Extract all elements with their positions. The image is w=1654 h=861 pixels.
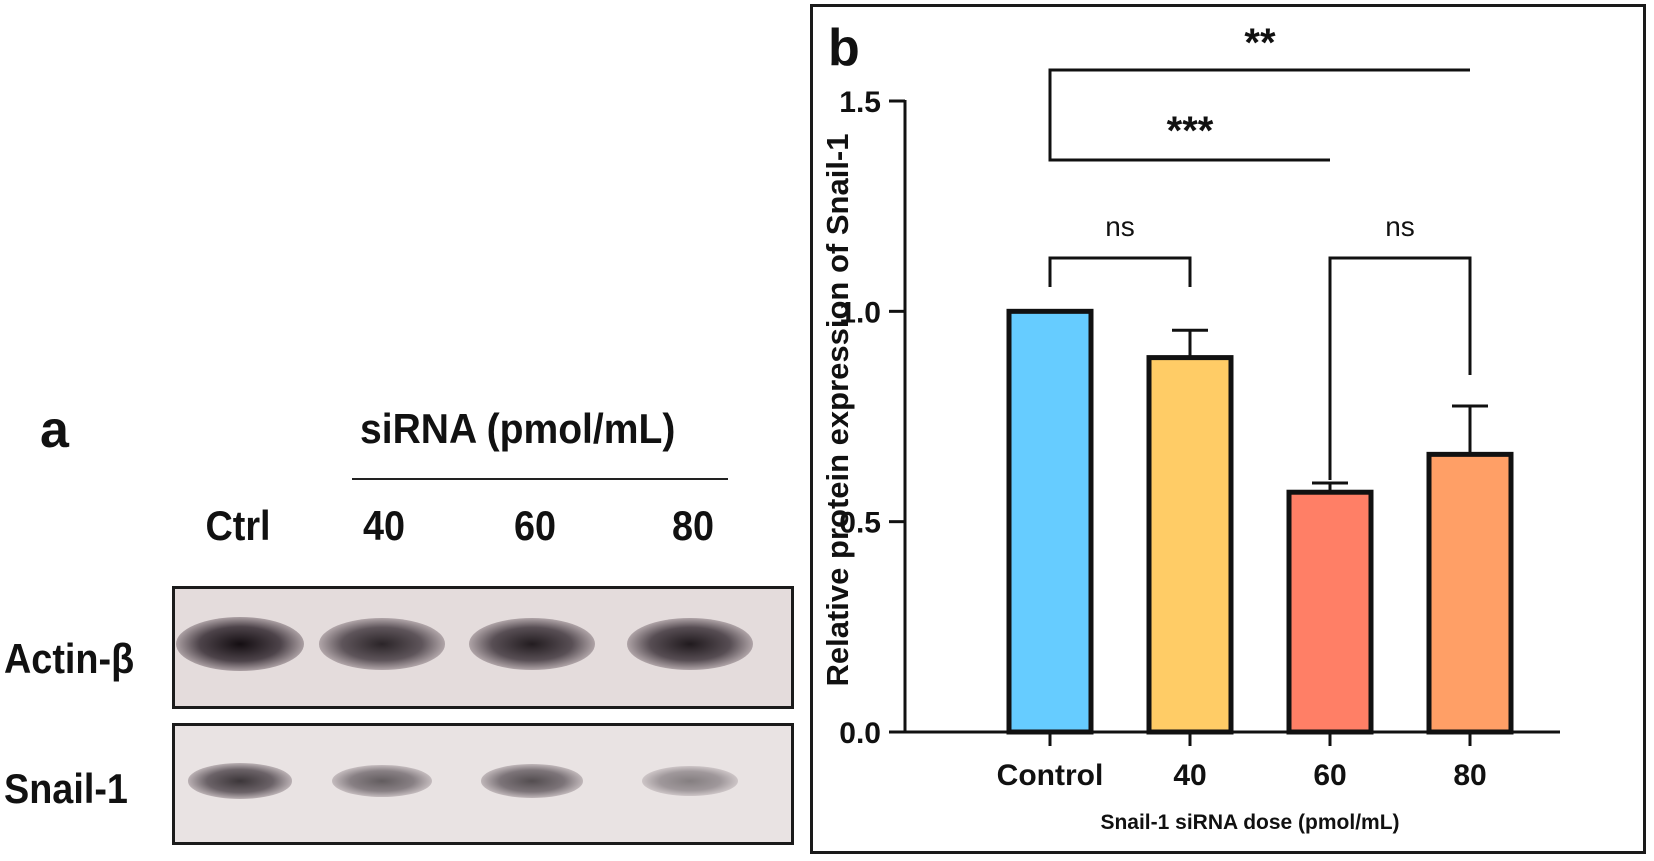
y-axis-label: Relative protein expression of Snail-1 (820, 134, 855, 687)
sirna-dose-header: siRNA (pmol/mL) (360, 405, 676, 452)
y-tick-label: 1.5 (839, 86, 881, 119)
lane-label-40: 40 (362, 502, 406, 549)
significance-bracket (1048, 68, 1470, 137)
significance-bracket (1328, 256, 1472, 480)
blot-band (188, 763, 292, 799)
significance-bracket (1048, 137, 1330, 162)
x-tick-label: 60 (1313, 759, 1346, 792)
blot-band (319, 618, 445, 670)
significance-bracket (1048, 256, 1192, 287)
y-tick-label: 0.5 (839, 507, 881, 540)
panel-b-letter: b (828, 19, 860, 77)
x-tick-label: 80 (1453, 759, 1486, 792)
x-tick-label: 40 (1173, 759, 1206, 792)
x-tick-label: Control (997, 759, 1104, 792)
bar (1426, 451, 1514, 735)
bar (1006, 308, 1094, 735)
lane-label-80: 80 (671, 502, 715, 549)
blot-strip-snail (172, 723, 794, 845)
lane-label-60: 60 (513, 502, 557, 549)
significance-label: *** (1167, 109, 1214, 153)
significance-label: ns (1385, 211, 1415, 242)
blot-band (626, 617, 754, 671)
blot-band (481, 764, 583, 798)
blot-strip-actin (172, 586, 794, 709)
significance-label: ns (1105, 211, 1135, 242)
chart-frame (810, 4, 1646, 854)
significance-brackets: *****ns ns (1048, 21, 1472, 480)
bar (1146, 355, 1234, 735)
band-label-snail: Snail-1 (4, 765, 128, 812)
x-axis-label: Snail-1 siRNA dose (pmol/mL) (1100, 811, 1399, 834)
panel-a-letter: a (40, 401, 69, 459)
y-tick-label: 0.0 (839, 717, 881, 750)
bar (1286, 489, 1374, 735)
chart-bars (1006, 308, 1514, 735)
dose-header-rule (352, 478, 728, 480)
lane-label-ctrl: Ctrl (205, 502, 271, 549)
y-tick-label: 1.0 (839, 296, 881, 329)
band-label-actin: Actin-β (4, 635, 135, 682)
blot-band (176, 617, 304, 671)
blot-band (468, 617, 596, 671)
significance-label: ** (1244, 21, 1276, 65)
blot-band (332, 764, 432, 798)
blot-band (641, 765, 739, 796)
